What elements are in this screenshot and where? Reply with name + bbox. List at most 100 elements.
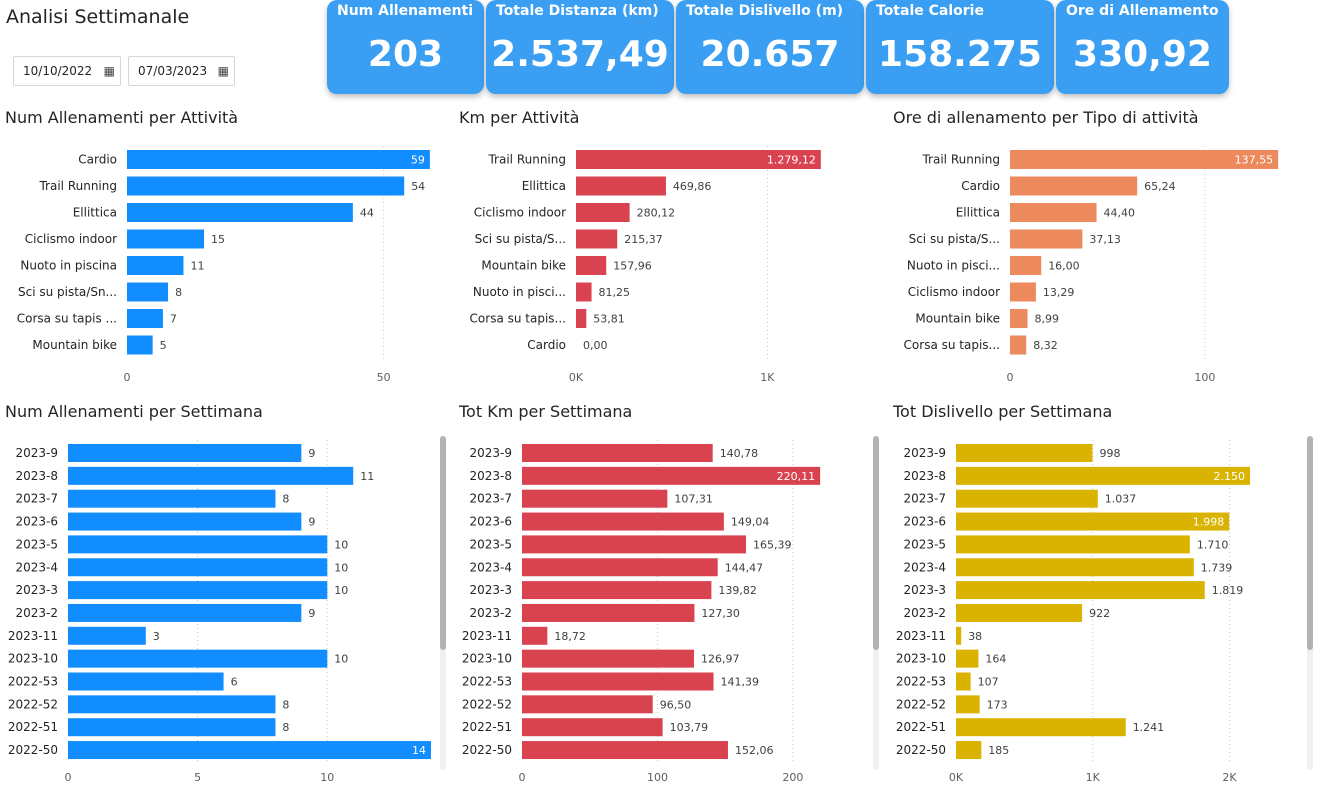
- category-label: Corsa su tapis...: [904, 338, 1000, 352]
- bar[interactable]: [522, 512, 724, 531]
- bar[interactable]: [1010, 176, 1138, 196]
- data-label: 922: [1089, 607, 1110, 620]
- data-label: 81,25: [599, 286, 631, 299]
- bar[interactable]: [576, 229, 618, 249]
- bar[interactable]: [522, 626, 548, 645]
- bar[interactable]: [576, 309, 587, 328]
- bar[interactable]: [956, 512, 1230, 531]
- x-tick-label: 100: [647, 771, 668, 784]
- bar[interactable]: [68, 466, 354, 485]
- bar[interactable]: [522, 444, 713, 462]
- bar[interactable]: [522, 741, 728, 760]
- category-label: 2023-9: [903, 446, 946, 460]
- bar[interactable]: [956, 581, 1205, 600]
- bar[interactable]: [68, 649, 328, 668]
- bar[interactable]: [522, 695, 653, 714]
- bar[interactable]: [576, 150, 821, 169]
- bar[interactable]: [1010, 203, 1097, 222]
- bar[interactable]: [127, 150, 430, 169]
- kpi-title: Num Allenamenti: [337, 3, 474, 19]
- data-label: 10: [334, 653, 348, 666]
- scrollbar-thumb[interactable]: [440, 436, 446, 650]
- bar[interactable]: [956, 672, 971, 691]
- category-label: Corsa su tapis ...: [17, 312, 117, 326]
- bar[interactable]: [127, 309, 163, 328]
- scrollbar-thumb[interactable]: [1307, 436, 1313, 650]
- calendar-icon[interactable]: ▦: [217, 64, 229, 78]
- category-label: Mountain bike: [32, 338, 117, 352]
- bar[interactable]: [68, 672, 224, 691]
- bar[interactable]: [127, 229, 204, 249]
- scrollbar-thumb[interactable]: [873, 436, 879, 650]
- bar[interactable]: [522, 581, 712, 600]
- bar[interactable]: [576, 176, 666, 196]
- bar[interactable]: [956, 603, 1083, 622]
- category-label: Ciclismo indoor: [474, 206, 566, 220]
- bar[interactable]: [522, 535, 747, 554]
- bar[interactable]: [576, 203, 630, 222]
- x-tick-label: 0K: [949, 771, 964, 784]
- bar[interactable]: [956, 489, 1098, 508]
- bar[interactable]: [956, 626, 962, 645]
- x-tick-label: 100: [1194, 371, 1215, 384]
- bar[interactable]: [522, 489, 668, 508]
- bar[interactable]: [127, 256, 184, 275]
- bar[interactable]: [956, 695, 980, 714]
- bar[interactable]: [522, 672, 714, 691]
- kpi-value: 2.537,49: [491, 34, 669, 75]
- bar[interactable]: [1010, 150, 1279, 169]
- bar[interactable]: [68, 741, 431, 760]
- category-label: 2022-51: [896, 720, 946, 734]
- bar[interactable]: [522, 649, 694, 668]
- data-label: 8: [175, 286, 182, 299]
- bar[interactable]: [127, 282, 169, 302]
- bar[interactable]: [68, 581, 328, 600]
- bar[interactable]: [68, 558, 328, 577]
- bar[interactable]: [956, 649, 979, 668]
- bar[interactable]: [68, 626, 146, 645]
- category-label: 2022-53: [8, 675, 58, 689]
- category-label: Ellittica: [73, 206, 117, 220]
- date-to-picker[interactable]: 07/03/2023 ▦: [128, 56, 235, 86]
- bar[interactable]: [956, 535, 1190, 554]
- bar[interactable]: [522, 558, 718, 577]
- calendar-icon[interactable]: ▦: [103, 64, 115, 78]
- bar[interactable]: [68, 444, 302, 462]
- bar[interactable]: [1010, 229, 1083, 249]
- data-label: 164: [985, 653, 1006, 666]
- bar[interactable]: [576, 256, 607, 275]
- bar[interactable]: [127, 203, 353, 222]
- category-label: 2023-2: [469, 606, 512, 620]
- bar[interactable]: [956, 558, 1194, 577]
- bar[interactable]: [956, 718, 1126, 737]
- chart-title: Tot Dislivello per Settimana: [893, 402, 1113, 421]
- bar[interactable]: [1010, 256, 1042, 275]
- bar[interactable]: [68, 603, 302, 622]
- bar[interactable]: [1010, 309, 1028, 328]
- category-label: 2023-6: [903, 515, 946, 529]
- bar[interactable]: [956, 466, 1250, 485]
- bar[interactable]: [522, 718, 663, 737]
- category-label: 2023-6: [15, 515, 58, 529]
- bar[interactable]: [956, 741, 982, 760]
- category-label: 2023-11: [896, 629, 946, 643]
- category-label: Nuoto in piscina: [20, 259, 117, 273]
- bar[interactable]: [68, 512, 302, 531]
- date-from-picker[interactable]: 10/10/2022 ▦: [13, 56, 121, 86]
- bar[interactable]: [127, 335, 153, 355]
- data-label: 8: [282, 721, 289, 734]
- bar[interactable]: [68, 489, 276, 508]
- kpi-title: Ore di Allenamento: [1066, 3, 1219, 19]
- bar[interactable]: [576, 282, 592, 302]
- bar[interactable]: [1010, 282, 1036, 302]
- bar[interactable]: [68, 535, 328, 554]
- category-label: 2023-3: [903, 583, 946, 597]
- bar[interactable]: [127, 176, 405, 196]
- bar[interactable]: [956, 444, 1093, 462]
- bar[interactable]: [522, 603, 695, 622]
- bar[interactable]: [68, 718, 276, 737]
- bar[interactable]: [522, 466, 821, 485]
- bar[interactable]: [68, 695, 276, 714]
- category-label: 2023-9: [15, 446, 58, 460]
- bar[interactable]: [1010, 335, 1027, 355]
